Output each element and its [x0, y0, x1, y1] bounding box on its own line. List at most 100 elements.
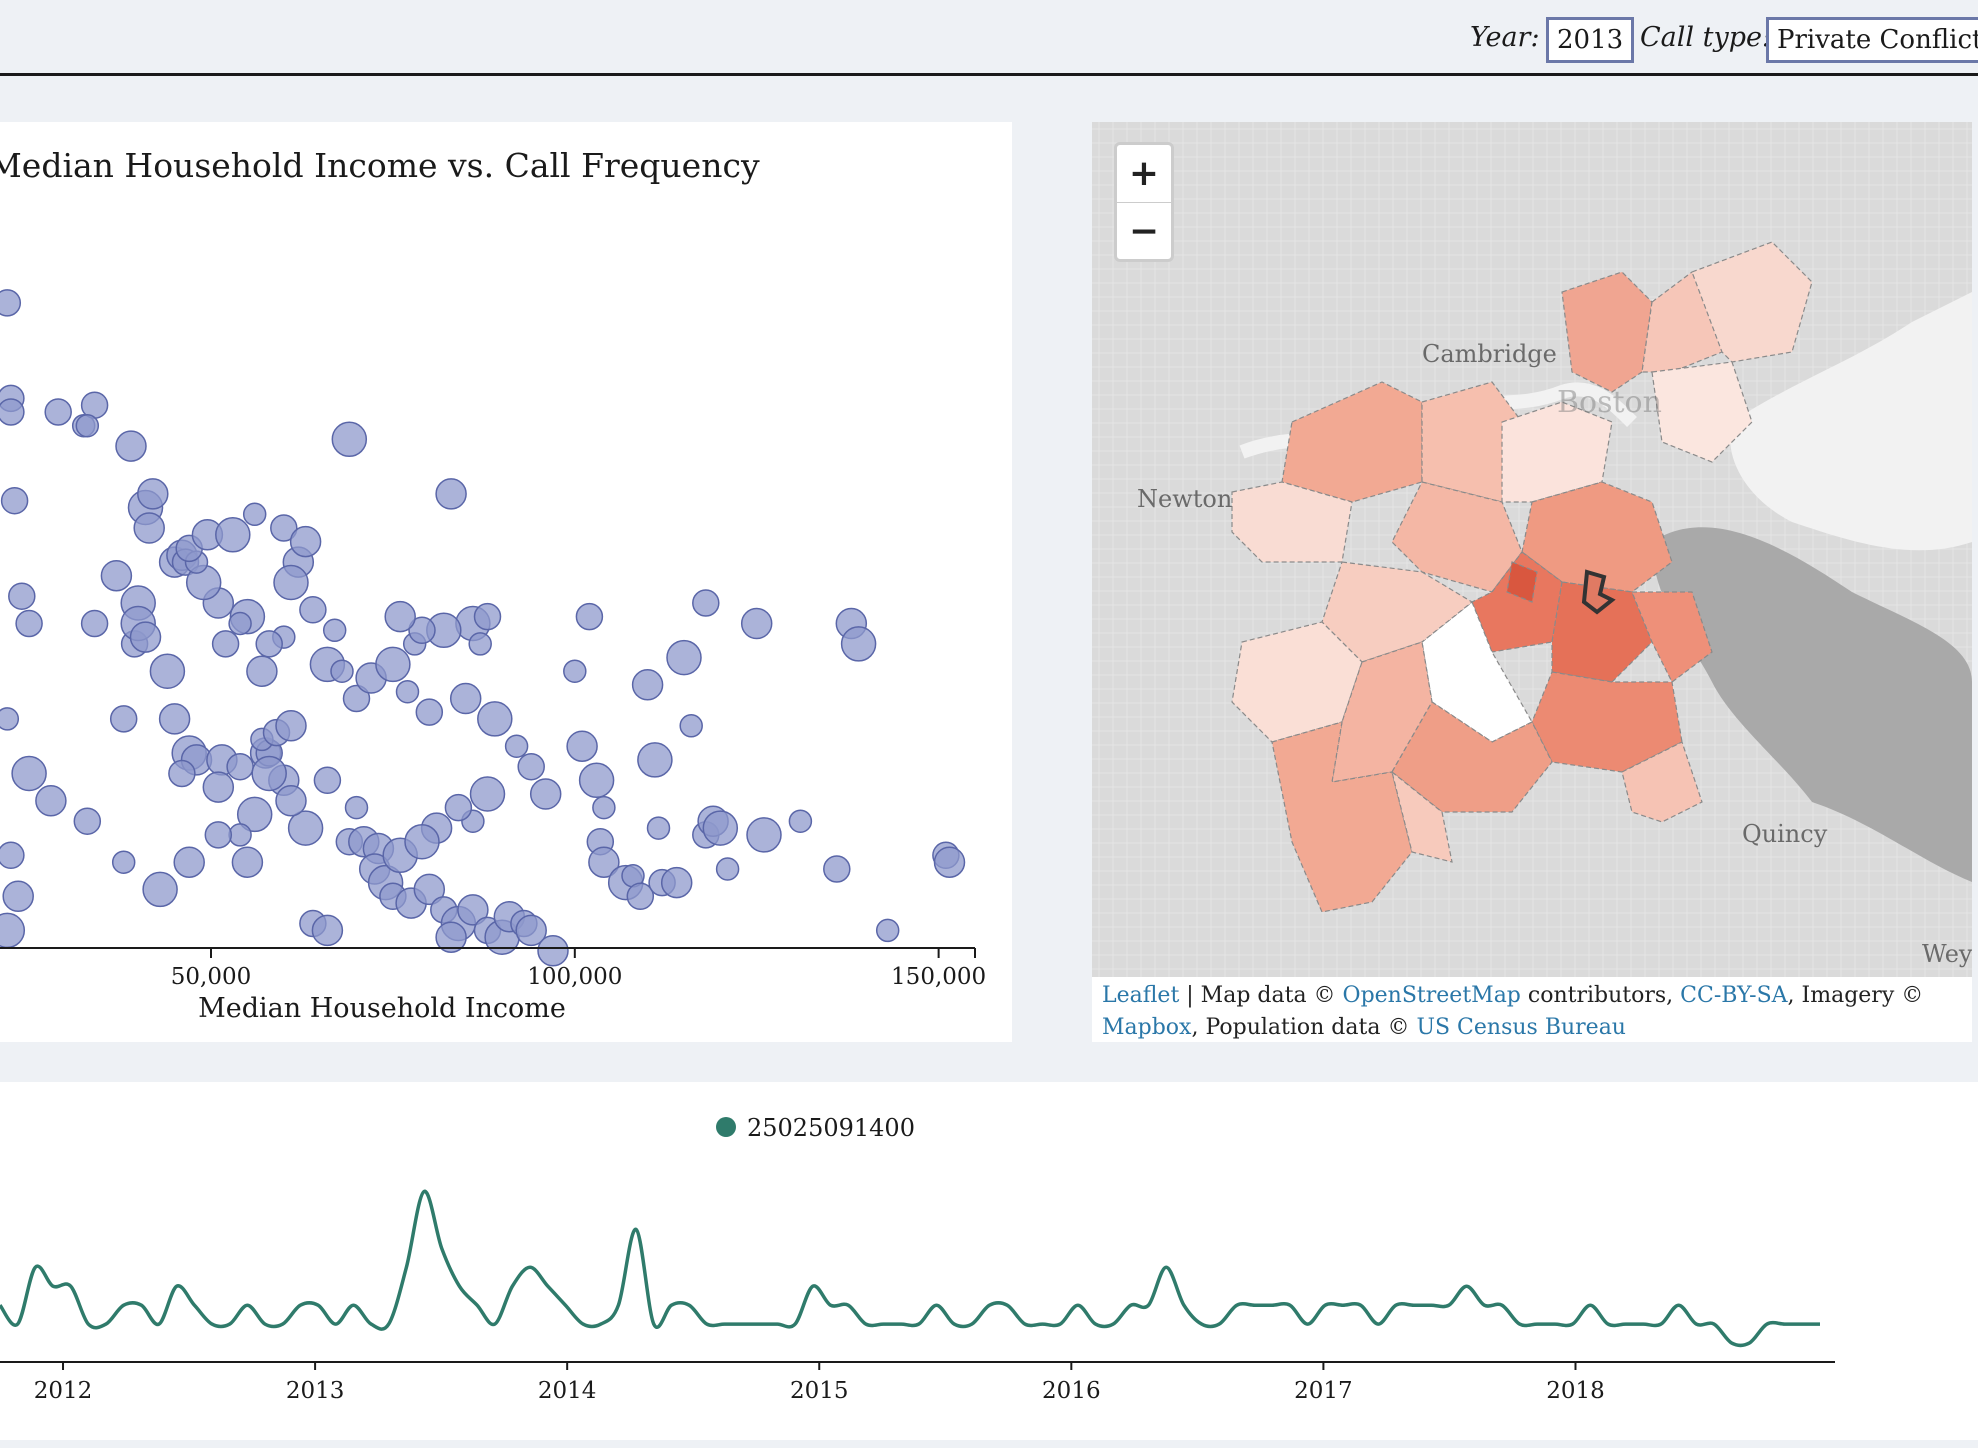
- mapbox-link[interactable]: Mapbox: [1102, 1015, 1192, 1040]
- scatter-point[interactable]: [275, 710, 307, 742]
- zoom-out-button[interactable]: −: [1128, 211, 1160, 252]
- scatter-point[interactable]: [631, 669, 664, 701]
- scatter-point[interactable]: [626, 882, 655, 911]
- census-link[interactable]: US Census Bureau: [1416, 1015, 1626, 1040]
- scatter-point[interactable]: [504, 734, 529, 758]
- scatter-point[interactable]: [529, 778, 562, 810]
- scatter-point[interactable]: [740, 607, 773, 640]
- scatter-point[interactable]: [0, 398, 25, 426]
- scatter-point[interactable]: [158, 703, 191, 735]
- scatter-point[interactable]: [404, 823, 440, 860]
- scatter-point[interactable]: [666, 639, 702, 676]
- scatter-point[interactable]: [251, 755, 287, 792]
- scatter-point[interactable]: [468, 632, 492, 656]
- scatter-point[interactable]: [702, 810, 739, 846]
- scatter-point[interactable]: [515, 914, 547, 947]
- scatter-point[interactable]: [137, 478, 169, 510]
- calltype-select[interactable]: Private Conflict: [1766, 17, 1978, 63]
- scatter-point[interactable]: [75, 413, 100, 438]
- scatter-point[interactable]: [0, 841, 25, 870]
- scatter-point[interactable]: [646, 816, 671, 840]
- scatter-point[interactable]: [287, 810, 324, 846]
- scatter-point[interactable]: [517, 752, 545, 781]
- scatter-point[interactable]: [275, 785, 307, 817]
- scatter-point[interactable]: [270, 514, 298, 542]
- scatter-point[interactable]: [35, 785, 67, 817]
- scatter-point[interactable]: [313, 766, 342, 795]
- choropleth-map[interactable]: Cambridge Boston Newton Quincy Weym: [1092, 122, 1972, 977]
- scatter-point[interactable]: [444, 793, 473, 822]
- scatter-point[interactable]: [575, 602, 604, 631]
- scatter-point[interactable]: [228, 611, 252, 636]
- scatter-point[interactable]: [2, 880, 34, 913]
- scatter-point[interactable]: [299, 596, 327, 624]
- choropleth-regions[interactable]: [1231, 241, 1813, 913]
- scatter-point[interactable]: [231, 846, 264, 878]
- scatter-point[interactable]: [435, 921, 467, 953]
- map-panel[interactable]: Cambridge Boston Newton Quincy Weym + − …: [1092, 122, 1972, 1042]
- scatter-point[interactable]: [289, 525, 322, 558]
- scatter-point[interactable]: [168, 759, 196, 788]
- scatter-point[interactable]: [149, 653, 186, 689]
- scatter-point[interactable]: [875, 918, 900, 943]
- leaflet-link[interactable]: Leaflet: [1102, 983, 1180, 1008]
- highlighted-tract[interactable]: [1581, 569, 1616, 615]
- ccbysa-link[interactable]: CC-BY-SA: [1680, 983, 1788, 1008]
- scatter-point[interactable]: [133, 512, 165, 544]
- scatter-point[interactable]: [246, 655, 278, 687]
- scatter-point[interactable]: [255, 630, 283, 658]
- scatter-point[interactable]: [100, 559, 133, 592]
- scatter-point[interactable]: [415, 698, 444, 726]
- scatter-point[interactable]: [215, 517, 251, 553]
- scatter-point[interactable]: [823, 855, 851, 883]
- scatter-point[interactable]: [715, 857, 740, 881]
- scatter-point[interactable]: [537, 935, 569, 967]
- scatter-point[interactable]: [211, 630, 240, 658]
- scatter-point[interactable]: [273, 564, 309, 601]
- scatter-point[interactable]: [236, 796, 273, 833]
- scatter-point[interactable]: [228, 823, 252, 847]
- scatter-point[interactable]: [129, 621, 162, 653]
- scatter-point[interactable]: [384, 600, 416, 633]
- scatter-point[interactable]: [342, 684, 371, 713]
- scatter-point[interactable]: [8, 582, 36, 610]
- scatter-point[interactable]: [679, 714, 703, 738]
- scatter-point[interactable]: [330, 659, 354, 683]
- scatter-point[interactable]: [469, 776, 506, 812]
- scatter-point[interactable]: [0, 912, 26, 949]
- zoom-in-button[interactable]: +: [1117, 145, 1171, 203]
- scatter-point[interactable]: [322, 618, 347, 643]
- scatter-point[interactable]: [457, 894, 489, 926]
- scatter-point[interactable]: [578, 762, 615, 799]
- scatter-point[interactable]: [933, 846, 966, 878]
- scatter-point[interactable]: [588, 846, 620, 878]
- scatter-point[interactable]: [592, 795, 616, 820]
- scatter-point[interactable]: [115, 430, 147, 462]
- scatter-point[interactable]: [0, 707, 20, 731]
- scatter-point[interactable]: [477, 701, 513, 737]
- scatter-point[interactable]: [375, 646, 411, 683]
- scatter-point[interactable]: [0, 486, 29, 515]
- scatter-point[interactable]: [408, 616, 436, 645]
- scatter-point[interactable]: [0, 289, 22, 317]
- scatter-point[interactable]: [109, 705, 138, 733]
- scatter-point[interactable]: [413, 873, 446, 906]
- scatter-point[interactable]: [566, 730, 598, 762]
- scatter-point[interactable]: [242, 502, 267, 527]
- scatter-point[interactable]: [226, 752, 254, 781]
- scatter-point[interactable]: [80, 609, 109, 638]
- scatter-point[interactable]: [435, 478, 467, 510]
- year-select[interactable]: 2013: [1546, 17, 1635, 63]
- scatter-point[interactable]: [142, 871, 178, 908]
- scatter-point[interactable]: [15, 609, 43, 638]
- osm-link[interactable]: OpenStreetMap: [1342, 983, 1521, 1008]
- scatter-point[interactable]: [344, 795, 369, 820]
- scatter-point[interactable]: [660, 866, 693, 899]
- scatter-point[interactable]: [73, 807, 102, 835]
- scatter-point[interactable]: [44, 398, 72, 426]
- scatter-point[interactable]: [563, 659, 587, 683]
- scatter-point[interactable]: [473, 602, 502, 631]
- scatter-point[interactable]: [692, 589, 720, 617]
- scatter-point[interactable]: [11, 755, 47, 792]
- scatter-point[interactable]: [173, 846, 205, 878]
